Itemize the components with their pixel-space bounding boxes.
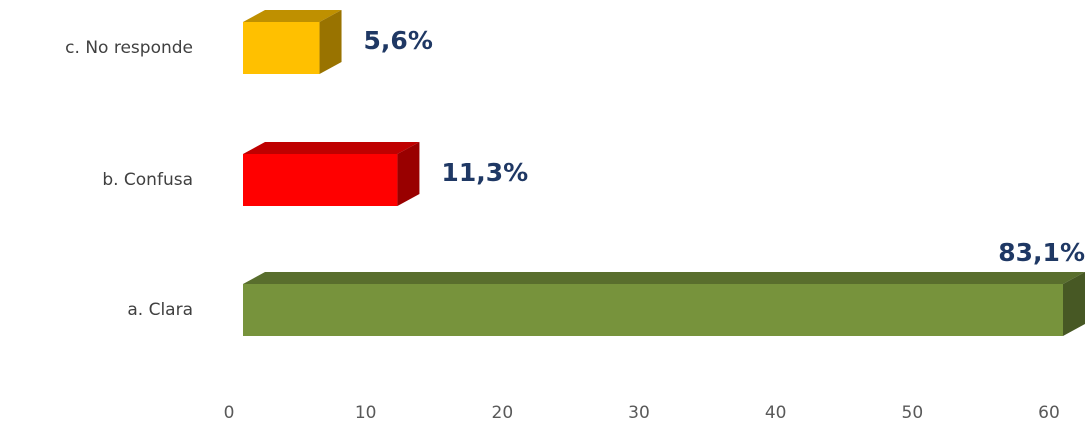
bar-face <box>397 142 420 206</box>
bar <box>243 10 342 74</box>
bar-face <box>243 154 398 206</box>
x-tick-label: 0 <box>224 403 235 423</box>
data-label: 83,1% <box>998 238 1085 267</box>
category-label: b. Confusa <box>102 170 193 190</box>
bar-face <box>319 10 342 74</box>
category-label: c. No responde <box>65 38 193 58</box>
x-tick-label: 30 <box>628 403 650 423</box>
bar-face <box>243 10 342 22</box>
x-tick-label: 20 <box>492 403 514 423</box>
bar-face <box>243 142 420 154</box>
data-label: 5,6% <box>364 26 433 55</box>
x-tick-label: 40 <box>765 403 787 423</box>
x-tick-label: 10 <box>355 403 377 423</box>
bar <box>243 142 420 206</box>
data-label: 11,3% <box>441 158 528 187</box>
x-tick-label: 60 <box>1038 403 1060 423</box>
bar-face <box>243 22 320 74</box>
category-label: a. Clara <box>127 300 193 320</box>
bar-face <box>243 284 1063 336</box>
bar <box>243 272 1085 336</box>
x-tick-label: 50 <box>902 403 924 423</box>
bar-face <box>1063 272 1085 336</box>
bar-face <box>243 272 1085 284</box>
